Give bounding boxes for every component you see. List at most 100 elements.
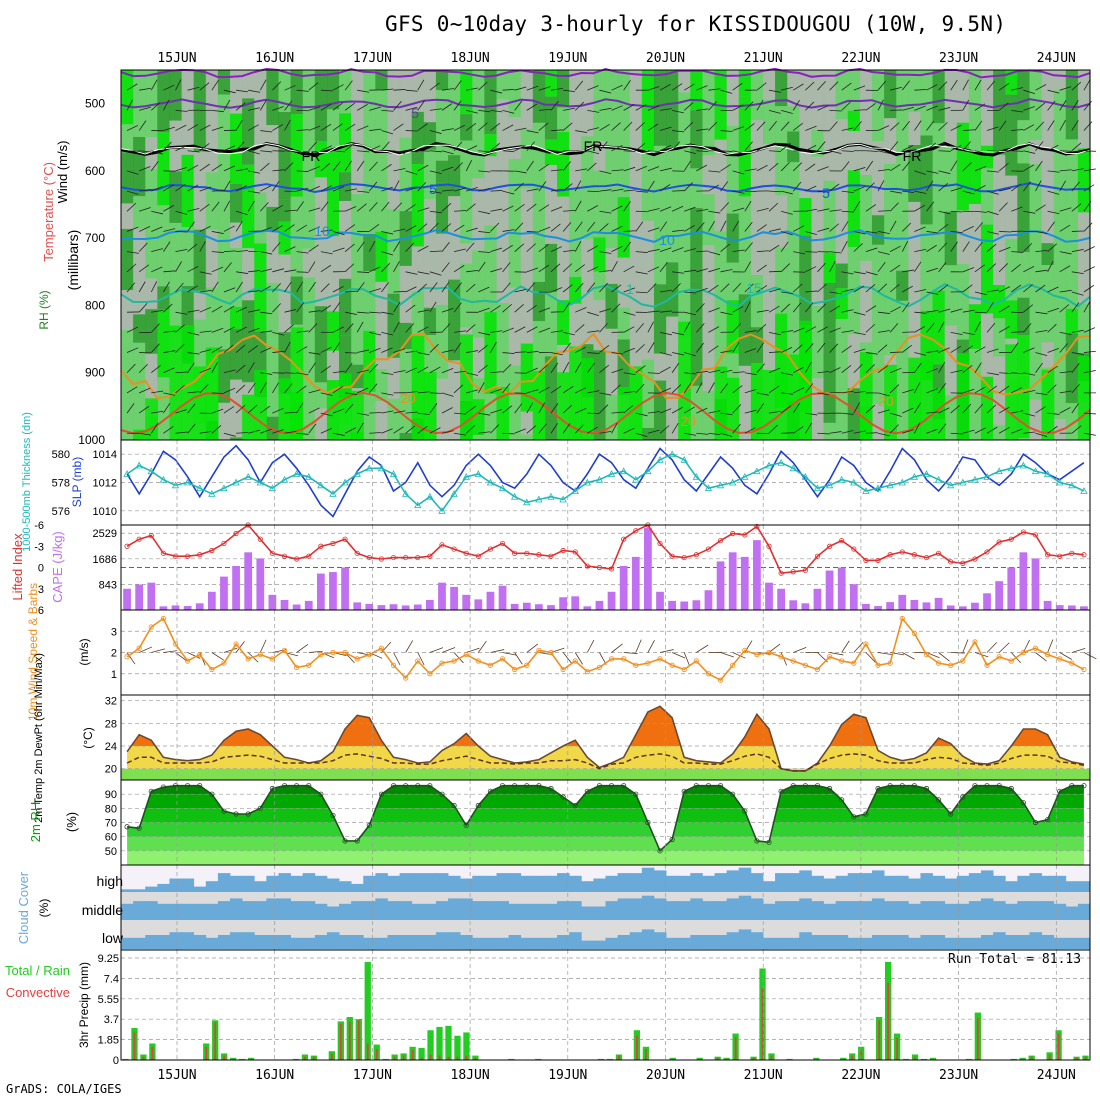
- wind-barb: [466, 269, 479, 273]
- wind-barb: [877, 80, 887, 91]
- wind-barb: [223, 647, 238, 653]
- wind-barb: [1035, 652, 1047, 662]
- wind-barb: [829, 431, 842, 434]
- precip-total-bar: [382, 1058, 389, 1060]
- wind-barb: [889, 164, 901, 172]
- cloud-cell: [375, 937, 388, 949]
- cloud-level-label: high: [97, 873, 123, 889]
- wind-barb: [672, 130, 685, 133]
- cloud-cell: [1077, 881, 1091, 892]
- wind-barb: [296, 170, 309, 173]
- rh-line-marker: [197, 783, 203, 789]
- rh-cell: [242, 248, 255, 301]
- wind-barb: [478, 431, 491, 434]
- wind-barb: [441, 367, 454, 374]
- wind-barb: [211, 425, 222, 434]
- cape-bar: [813, 588, 822, 610]
- wind-barb: [332, 84, 344, 91]
- cloud-cell: [314, 935, 328, 949]
- cape-bar: [910, 599, 919, 610]
- contour-label: FR: [302, 148, 321, 164]
- ytick-precip: 9.25: [98, 953, 119, 965]
- wind-barb: [986, 322, 996, 333]
- wind-barb: [865, 231, 878, 234]
- wind-barb: [708, 382, 715, 394]
- wind-speed-line-marker: [330, 649, 336, 656]
- precip-conv-bar: [842, 1058, 845, 1060]
- thickness-line-marker: [644, 467, 652, 475]
- wind-barb: [381, 141, 390, 151]
- wind-barb: [623, 150, 636, 153]
- wind-barb: [429, 170, 442, 174]
- wind-barb: [429, 366, 441, 374]
- rh-line-marker: [209, 791, 215, 797]
- rh-cell: [387, 357, 401, 399]
- wind-barb: [1035, 102, 1046, 111]
- wind-barb: [453, 80, 462, 91]
- wind-barb: [974, 346, 986, 353]
- rh-cell: [859, 91, 873, 176]
- rh-cell: [666, 262, 679, 317]
- li-line-marker: [633, 528, 639, 534]
- wind-barb: [187, 285, 199, 293]
- wind-speed-line-marker: [754, 652, 760, 658]
- wind-barb: [926, 244, 937, 252]
- wind-barb: [599, 430, 612, 434]
- wind-barb: [538, 402, 546, 414]
- precip-conv-bar: [465, 1055, 468, 1060]
- rh-cell: [835, 119, 849, 181]
- wind-barb: [599, 251, 612, 254]
- rh-line-marker: [306, 783, 312, 789]
- rh-cell: [302, 248, 316, 278]
- wind-barb: [999, 372, 1012, 374]
- precip-conv-bar: [339, 1023, 342, 1060]
- cloud-cell: [193, 903, 207, 920]
- wind-barb: [974, 210, 987, 213]
- date-label-bottom: 17JUN: [353, 1068, 392, 1083]
- rh-cell: [1053, 70, 1067, 91]
- cloud-cell: [254, 901, 267, 920]
- thickness-line-marker: [474, 470, 482, 477]
- cloud-cell: [859, 901, 873, 920]
- wind-barb: [1047, 260, 1054, 273]
- cape-bar: [922, 602, 931, 610]
- wind-barb: [792, 99, 800, 111]
- cloud-cell: [145, 901, 158, 920]
- wind-barb: [405, 286, 417, 293]
- wind-barb: [550, 246, 563, 252]
- cape-bar: [777, 588, 786, 610]
- wind-barb: [817, 166, 829, 172]
- contour-5-upper: [120, 98, 1091, 109]
- wind-barb: [974, 150, 987, 154]
- thickness-line-marker: [220, 484, 228, 492]
- rh-cell: [569, 346, 582, 440]
- ylabel-millibars: (millibars): [65, 230, 81, 291]
- rh-cell: [993, 213, 1006, 286]
- rh-line-marker: [645, 819, 651, 826]
- wind-barb: [902, 285, 913, 293]
- rh-cell: [859, 70, 873, 92]
- cape-bar: [789, 600, 798, 610]
- rh-cell: [363, 271, 376, 331]
- wind-barb: [720, 652, 734, 658]
- wind-barb: [817, 262, 826, 273]
- rh-cell: [508, 365, 522, 439]
- cloud-cell: [944, 937, 958, 949]
- li-line-marker: [669, 553, 675, 559]
- rh-cell: [968, 278, 982, 305]
- wind-barb: [889, 323, 899, 333]
- wind-speed-line-marker: [899, 615, 905, 622]
- wind-barb: [647, 86, 660, 91]
- wind-barb: [357, 311, 370, 314]
- rh-cell: [496, 70, 510, 100]
- wind-barb: [768, 410, 781, 414]
- rh-cell: [193, 90, 207, 152]
- cloud-cell: [544, 937, 558, 949]
- ylabel-temp: Temperature (°C): [41, 162, 56, 262]
- rh-cell: [411, 246, 425, 292]
- rh-cell: [956, 210, 970, 265]
- precip-conv-bar: [402, 1055, 405, 1060]
- wind-barb: [683, 182, 693, 192]
- wind-barb: [260, 162, 270, 172]
- wind-speed-line-marker: [499, 656, 506, 662]
